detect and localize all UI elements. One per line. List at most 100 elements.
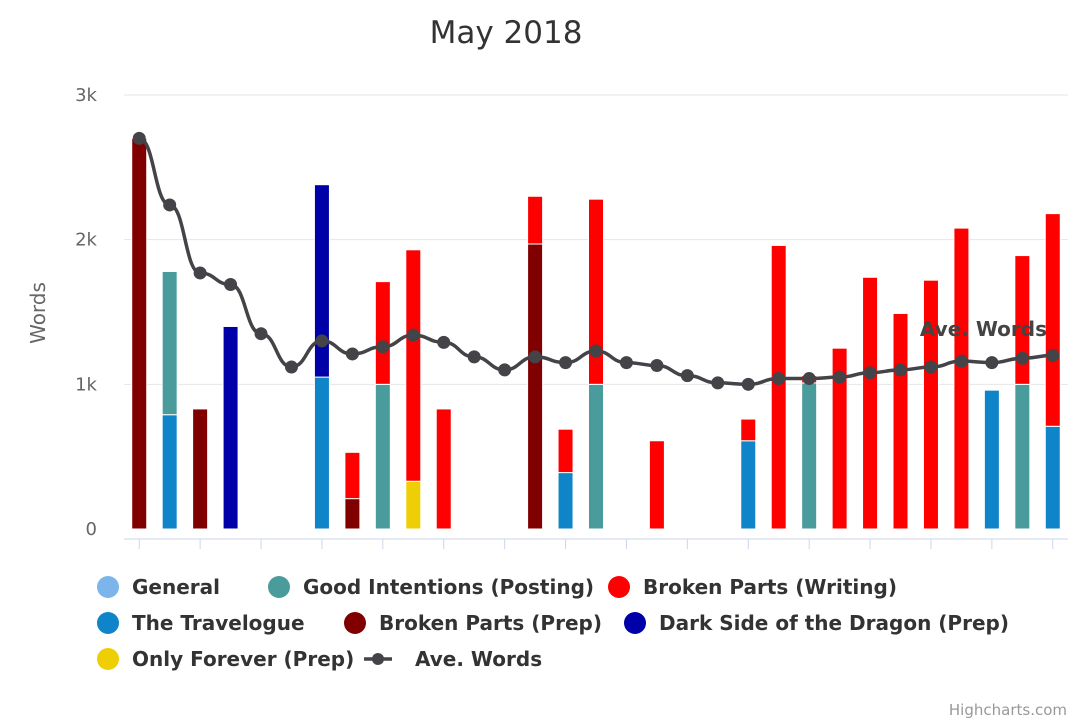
bar-broken-parts-writing[interactable] <box>435 408 452 530</box>
bar-the-travelogue[interactable] <box>1044 425 1061 530</box>
average-point[interactable] <box>376 340 390 354</box>
y-tick-labels: 0 1k 2k 3k <box>75 85 97 540</box>
legend-item-general[interactable]: General <box>97 575 220 599</box>
legend-item-ave-words[interactable]: Ave. Words <box>364 647 542 671</box>
average-point[interactable] <box>437 335 451 349</box>
average-point[interactable] <box>315 334 329 348</box>
legend-marker <box>97 576 119 598</box>
average-point[interactable] <box>163 198 177 212</box>
credits-link[interactable]: Highcharts.com <box>949 701 1067 719</box>
average-point[interactable] <box>467 350 481 364</box>
legend-marker <box>268 576 290 598</box>
legend-marker <box>608 576 630 598</box>
legend-label: Ave. Words <box>415 647 542 671</box>
bar-the-travelogue[interactable] <box>313 376 330 530</box>
bar-broken-parts-writing[interactable] <box>374 281 391 385</box>
bar-broken-parts-writing[interactable] <box>862 276 879 530</box>
bar-broken-parts-writing[interactable] <box>831 347 848 530</box>
bar-broken-parts-prep[interactable] <box>344 498 361 530</box>
bar-broken-parts-writing[interactable] <box>527 195 544 245</box>
bar-good-intentions-posting[interactable] <box>1014 383 1031 530</box>
average-point[interactable] <box>772 372 786 386</box>
legend-item-broken-parts-writing[interactable]: Broken Parts (Writing) <box>608 575 897 599</box>
average-point[interactable] <box>924 360 938 374</box>
legend-label: Broken Parts (Writing) <box>643 575 897 599</box>
bar-good-intentions-posting[interactable] <box>161 270 178 416</box>
bar-dark-side-of-the-dragon-prep[interactable] <box>222 325 239 530</box>
average-point[interactable] <box>802 372 816 386</box>
average-point[interactable] <box>863 366 877 380</box>
legend-item-only-forever-prep[interactable]: Only Forever (Prep) <box>97 647 354 671</box>
legend: General Good Intentions (Posting) Broken P… <box>97 575 1009 671</box>
legend-item-broken-parts-prep[interactable]: Broken Parts (Prep) <box>344 611 602 635</box>
average-line-label: Ave. Words <box>920 317 1047 341</box>
average-point[interactable] <box>284 360 298 374</box>
bar-the-travelogue[interactable] <box>557 472 574 530</box>
bar-broken-parts-prep[interactable] <box>131 137 148 530</box>
chart-title: May 2018 <box>430 15 583 51</box>
legend-item-good-intentions-posting[interactable]: Good Intentions (Posting) <box>268 575 594 599</box>
bar-broken-parts-writing[interactable] <box>1044 213 1061 427</box>
average-point[interactable] <box>224 278 238 292</box>
y-axis-label: Words <box>26 282 50 344</box>
bar-dark-side-of-the-dragon-prep[interactable] <box>313 184 330 378</box>
bars <box>131 137 1061 530</box>
bar-broken-parts-writing[interactable] <box>557 428 574 474</box>
legend-item-dark-side-of-the-dragon-prep[interactable]: Dark Side of the Dragon (Prep) <box>624 611 1009 635</box>
bar-broken-parts-writing[interactable] <box>588 198 604 385</box>
legend-marker <box>97 648 119 670</box>
average-point[interactable] <box>559 356 573 370</box>
average-point[interactable] <box>711 376 725 390</box>
legend-item-the-travelogue[interactable]: The Travelogue <box>97 611 305 635</box>
average-point[interactable] <box>650 359 664 373</box>
bar-broken-parts-writing[interactable] <box>344 451 361 500</box>
bar-the-travelogue[interactable] <box>740 440 757 530</box>
legend-label: Only Forever (Prep) <box>132 647 354 671</box>
average-point[interactable] <box>680 369 694 383</box>
legend-label: General <box>132 575 220 599</box>
bar-broken-parts-writing[interactable] <box>1014 255 1031 385</box>
legend-label: Broken Parts (Prep) <box>379 611 602 635</box>
bar-the-travelogue[interactable] <box>161 414 178 530</box>
bar-broken-parts-writing[interactable] <box>740 418 757 442</box>
bar-the-travelogue[interactable] <box>983 389 1000 530</box>
average-point[interactable] <box>894 363 908 377</box>
y-tick-label: 2k <box>75 230 97 251</box>
legend-label: Good Intentions (Posting) <box>303 575 594 599</box>
average-point[interactable] <box>132 131 146 145</box>
average-point[interactable] <box>345 347 359 361</box>
y-tick-label: 0 <box>86 519 97 540</box>
average-point[interactable] <box>833 370 847 384</box>
bar-broken-parts-writing[interactable] <box>648 440 665 530</box>
bar-broken-parts-prep[interactable] <box>192 408 209 530</box>
average-point[interactable] <box>619 356 633 370</box>
bar-only-forever-prep[interactable] <box>405 480 422 530</box>
bar-broken-parts-prep[interactable] <box>527 243 544 530</box>
bar-broken-parts-writing[interactable] <box>922 279 939 530</box>
y-tick-label: 3k <box>75 85 97 106</box>
average-point[interactable] <box>528 350 542 364</box>
bar-broken-parts-writing[interactable] <box>953 227 970 530</box>
average-point[interactable] <box>406 328 420 342</box>
bar-broken-parts-writing[interactable] <box>892 312 909 530</box>
legend-label: The Travelogue <box>132 611 305 635</box>
average-point[interactable] <box>589 344 603 358</box>
average-point[interactable] <box>1046 348 1060 362</box>
bar-broken-parts-writing[interactable] <box>405 249 422 482</box>
bar-broken-parts-writing[interactable] <box>770 244 787 530</box>
average-point[interactable] <box>193 266 207 280</box>
bar-good-intentions-posting[interactable] <box>801 382 818 530</box>
bar-good-intentions-posting[interactable] <box>588 383 604 530</box>
average-point[interactable] <box>741 377 755 391</box>
bar-good-intentions-posting[interactable] <box>374 383 391 530</box>
y-tick-label: 1k <box>75 374 97 395</box>
average-point[interactable] <box>954 354 968 368</box>
average-point[interactable] <box>498 363 512 377</box>
average-point[interactable] <box>254 327 268 341</box>
legend-label: Dark Side of the Dragon (Prep) <box>659 611 1009 635</box>
average-line <box>132 131 1060 391</box>
average-point[interactable] <box>1015 351 1029 365</box>
average-point[interactable] <box>985 356 999 370</box>
x-axis <box>124 538 1068 549</box>
